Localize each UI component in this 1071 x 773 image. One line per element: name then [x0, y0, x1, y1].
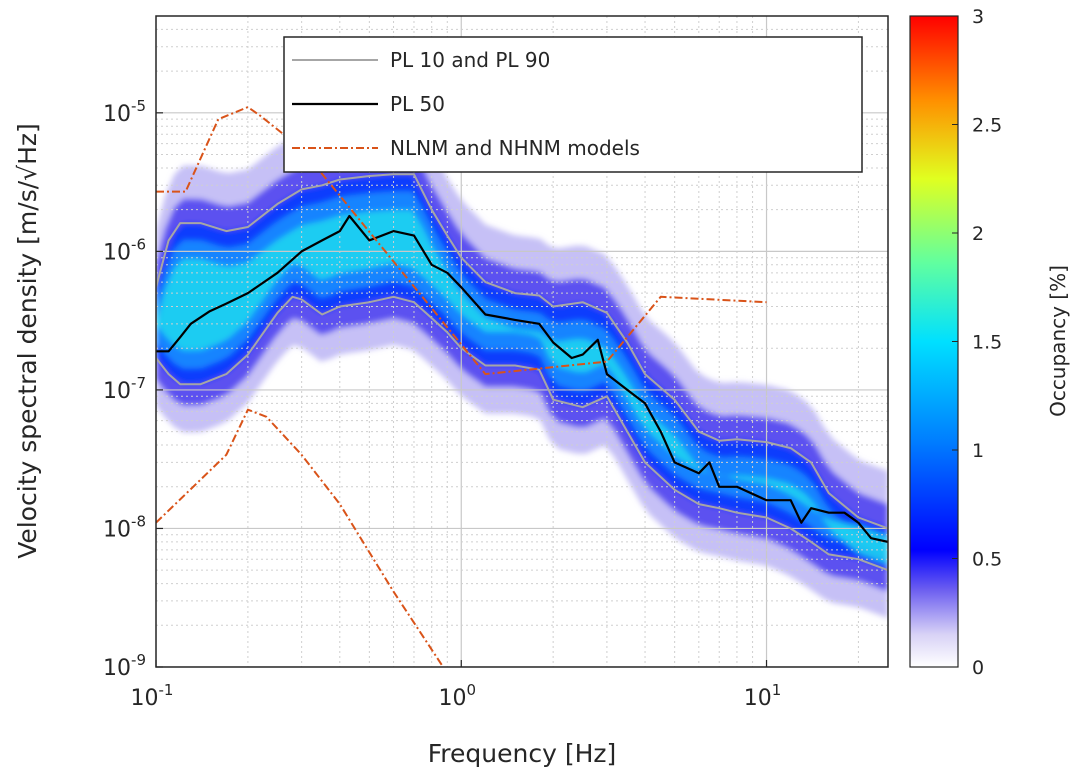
series-lines: [156, 106, 888, 667]
legend-label: NLNM and NHNM models: [390, 136, 640, 160]
colorbar-tick-label: 2.5: [972, 115, 1002, 137]
colorbar-ticks: 0 0.5 1 1.5 2 2.5 3: [952, 6, 1002, 679]
legend-label: PL 50: [390, 92, 445, 116]
legend-box: [283, 36, 863, 173]
colorbar-tick-label: 0.5: [972, 549, 1002, 571]
series-line: [156, 295, 888, 572]
y-tick-label: 10-5: [103, 97, 146, 127]
legend-label: PL 10 and PL 90: [390, 48, 550, 72]
colorbar-tick-label: 3: [972, 6, 984, 28]
y-tick-label: 10-6: [103, 235, 146, 265]
colorbar-tick-label: 0: [972, 657, 984, 679]
series-line: [156, 106, 767, 376]
legend: PL 10 and PL 90 PL 50 NLNM and NHNM models: [283, 36, 863, 173]
colorbar-tick-label: 1.5: [972, 332, 1002, 354]
y-tick-label: 10-7: [103, 374, 146, 404]
colorbar: [910, 16, 958, 667]
series-line: [156, 408, 445, 667]
y-tick-label: 10-8: [103, 512, 146, 542]
series-line: [156, 214, 888, 543]
colorbar-tick-label: 2: [972, 223, 984, 245]
series-line: [156, 173, 888, 530]
plot-frame: [155, 15, 889, 668]
x-axis-label: Frequency [Hz]: [428, 739, 617, 768]
heatmap-band: [156, 191, 888, 555]
colorbar-label: Occupancy [%]: [1046, 265, 1070, 417]
axis-ticks: 10-1 100 101 10-9 10-8 10-7 10-6 10-5: [103, 97, 781, 711]
x-tick-label: 10-1: [131, 681, 174, 711]
x-tick-label: 100: [438, 681, 476, 711]
y-axis-label: Velocity spectral density [m/s/√Hz]: [13, 123, 42, 559]
x-tick-label: 101: [744, 681, 782, 711]
y-tick-label: 10-9: [103, 651, 146, 681]
colorbar-tick-label: 1: [972, 440, 984, 462]
